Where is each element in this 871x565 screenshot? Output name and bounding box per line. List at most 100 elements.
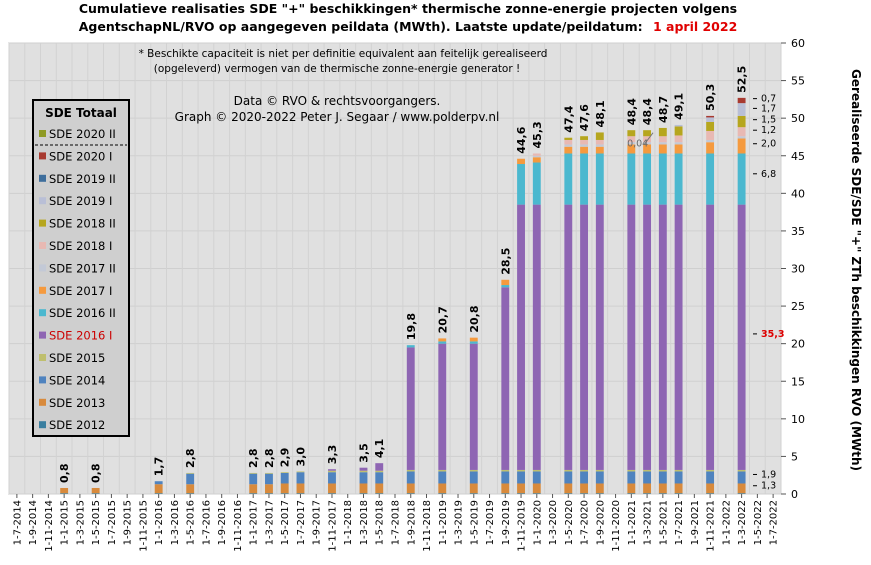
bar-segment (517, 483, 525, 494)
bar-total-label: 20,7 (436, 306, 449, 333)
bar-total-label: 2,8 (184, 448, 197, 468)
x-tick-label: 1-5-2019 (469, 500, 480, 545)
annotation-label: 1,9 (761, 469, 776, 480)
bar-segment (627, 469, 636, 472)
bar-segment (438, 469, 447, 472)
bar-segment (154, 481, 163, 485)
bar-segment (517, 493, 525, 494)
credit-line1: Data © RVO & rechtsvoorgangers. (234, 94, 441, 108)
bar-segment (564, 137, 573, 140)
bar-segment (517, 469, 525, 472)
annotation-label: 0,04 (627, 139, 648, 150)
bar-segment (296, 471, 305, 473)
bar-segment (737, 115, 746, 128)
x-tick-label: 1-11-2014 (44, 500, 55, 552)
bar-segment (580, 139, 588, 145)
bar-segment (501, 493, 510, 494)
y-tick-label: 20 (791, 338, 805, 351)
bar-segment (438, 483, 447, 494)
x-tick-label: 1-1-2021 (627, 500, 638, 545)
bar-segment (328, 470, 336, 473)
bar-segment (580, 153, 588, 205)
bar-segment (532, 153, 541, 156)
bar-segment (627, 204, 636, 470)
legend-swatch (39, 174, 46, 182)
bar-segment (249, 493, 258, 494)
bar-segment (469, 469, 478, 472)
bar-segment (674, 493, 683, 494)
bar-segment (737, 483, 746, 494)
bar-segment (737, 136, 746, 139)
bar-segment (186, 473, 195, 485)
bar-segment (296, 483, 305, 494)
bar-segment (564, 204, 573, 470)
x-tick-label: 1-7-2020 (580, 500, 591, 545)
bar-segment (674, 124, 683, 127)
legend-swatch (39, 130, 46, 137)
bar-segment (580, 493, 588, 494)
legend-item-label: SDE 2015 (49, 351, 105, 365)
bar-segment (643, 469, 652, 472)
bar-segment (658, 142, 667, 145)
bar-segment (627, 483, 636, 494)
bar-segment (627, 142, 636, 145)
x-tick-label: 1-5-2017 (280, 500, 291, 545)
legend-swatch (39, 398, 46, 406)
bar-total-label: 19,8 (405, 313, 418, 340)
y-tick-label: 30 (791, 263, 805, 276)
bar-segment (469, 493, 478, 494)
bar-segment (532, 471, 541, 484)
bar-segment (406, 347, 415, 470)
bar-segment (359, 483, 368, 494)
bar-total-label: 45,3 (531, 121, 544, 148)
x-tick-label: 1-5-2021 (658, 500, 669, 545)
y-tick-label: 55 (791, 75, 805, 88)
bar-segment (154, 484, 163, 494)
bar-segment (359, 470, 368, 473)
x-tick-label: 1-7-2014 (12, 500, 23, 545)
bar-segment (186, 472, 195, 474)
y-tick-label: 45 (791, 150, 805, 163)
annotation-label: 35,3 (761, 329, 784, 340)
bar-segment (564, 146, 573, 154)
x-tick-label: 1-11-2021 (706, 500, 717, 552)
bar-segment (564, 469, 573, 472)
bar-total-label: 3,3 (326, 445, 339, 465)
x-tick-label: 1-9-2017 (312, 500, 323, 545)
bar-segment (501, 279, 510, 286)
bar-segment (406, 493, 415, 494)
bar-segment (706, 469, 715, 472)
bar-segment (532, 493, 541, 494)
bar-total-label: 48,7 (657, 96, 670, 123)
y-tick-label: 5 (791, 450, 798, 463)
bar-total-label: 2,8 (263, 448, 276, 468)
bar-total-label: 2,8 (247, 448, 260, 468)
bar-segment (674, 126, 683, 136)
bar-segment (328, 469, 336, 471)
bar-segment (532, 469, 541, 472)
bar-total-label: 28,5 (499, 248, 512, 275)
legend-item-label: SDE 2020 I (49, 149, 112, 163)
chart-title-line1: Cumulatieve realisaties SDE "+" beschikk… (79, 1, 737, 16)
bar-segment (580, 469, 588, 472)
bar-segment (564, 139, 573, 145)
x-tick-label: 1-3-2021 (643, 500, 654, 545)
x-tick-label: 1-5-2022 (753, 500, 764, 545)
x-tick-label: 1-7-2015 (107, 500, 118, 545)
bar-segment (674, 483, 683, 494)
legend-swatch (39, 264, 46, 272)
bar-segment (375, 470, 384, 473)
x-tick-label: 1-9-2020 (595, 500, 606, 545)
y-tick-label: 60 (791, 37, 805, 50)
bar-segment (595, 139, 604, 145)
legend-swatch (39, 242, 46, 249)
bar-segment (469, 337, 478, 342)
bar-segment (501, 483, 510, 494)
bar-segment (706, 117, 715, 122)
bar-segment (438, 338, 447, 342)
bar-segment (406, 469, 415, 472)
bar-segment (674, 469, 683, 472)
legend-swatch (39, 152, 46, 160)
bar-segment (658, 204, 667, 470)
